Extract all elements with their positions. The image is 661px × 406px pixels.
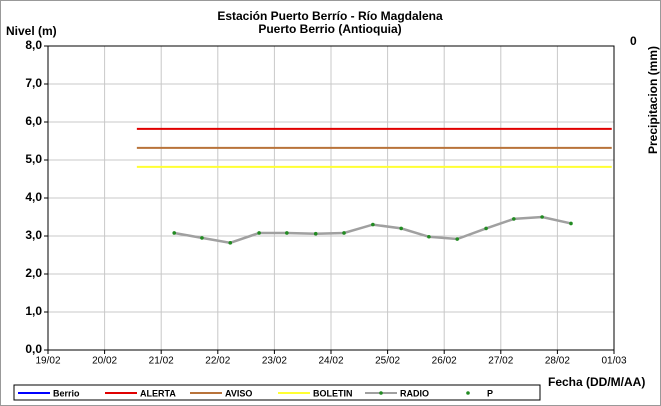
y-tick-label: 7,0 xyxy=(25,76,42,90)
point xyxy=(371,222,375,227)
point xyxy=(399,226,403,231)
y2-axis-label: Precipitacion (mm) xyxy=(646,46,660,154)
legend-label: BOLETIN xyxy=(313,388,353,398)
point xyxy=(200,236,204,240)
y-tick-label: 0,0 xyxy=(25,342,42,356)
point xyxy=(342,231,346,235)
legend-box xyxy=(13,384,541,401)
x-axis-label: Fecha (DD/M/AA) xyxy=(548,375,645,389)
point xyxy=(228,241,233,245)
point xyxy=(455,237,460,241)
x-tick-label: 22/02 xyxy=(205,356,230,367)
plot-border xyxy=(47,45,615,351)
point xyxy=(512,217,516,221)
point xyxy=(427,234,431,239)
legend-swatch xyxy=(379,391,383,395)
legend-label: AVISO xyxy=(225,388,252,398)
x-tick-label: 25/02 xyxy=(375,356,400,367)
legend-label: ALERTA xyxy=(140,388,176,398)
chart-title: Estación Puerto Berrío - Río Magdalena xyxy=(217,9,443,23)
x-tick-label: 21/02 xyxy=(149,356,174,367)
point xyxy=(172,231,177,235)
point xyxy=(484,226,488,231)
y-tick-label: 4,0 xyxy=(25,190,42,204)
y-tick-label: 6,0 xyxy=(25,114,42,128)
x-tick-label: 19/02 xyxy=(35,356,60,367)
x-tick-label: 01/03 xyxy=(601,356,626,367)
x-tick-label: 23/02 xyxy=(262,356,287,367)
legend-label: P xyxy=(487,388,493,398)
y2-tick-label: 0 xyxy=(630,34,637,48)
x-tick-label: 24/02 xyxy=(318,356,343,367)
y-tick-label: 3,0 xyxy=(25,228,42,242)
y-tick-label: 8,0 xyxy=(25,38,42,52)
y-tick-label: 5,0 xyxy=(25,152,42,166)
point xyxy=(569,221,573,226)
point xyxy=(540,215,544,219)
y-tick-label: 1,0 xyxy=(25,304,42,318)
point xyxy=(313,231,318,236)
x-tick-label: 20/02 xyxy=(92,356,117,367)
y-tick-label: 2,0 xyxy=(25,266,42,280)
point xyxy=(285,231,289,235)
y-axis-label: Nivel (m) xyxy=(6,24,57,38)
legend-swatch xyxy=(466,391,470,395)
chart-subtitle: Puerto Berrio (Antioquia) xyxy=(258,22,401,36)
x-tick-label: 27/02 xyxy=(488,356,513,367)
legend-label: RADIO xyxy=(400,388,429,398)
x-tick-label: 26/02 xyxy=(432,356,457,367)
point xyxy=(257,231,261,235)
x-tick-label: 28/02 xyxy=(545,356,570,367)
legend-label: Berrio xyxy=(53,388,80,398)
